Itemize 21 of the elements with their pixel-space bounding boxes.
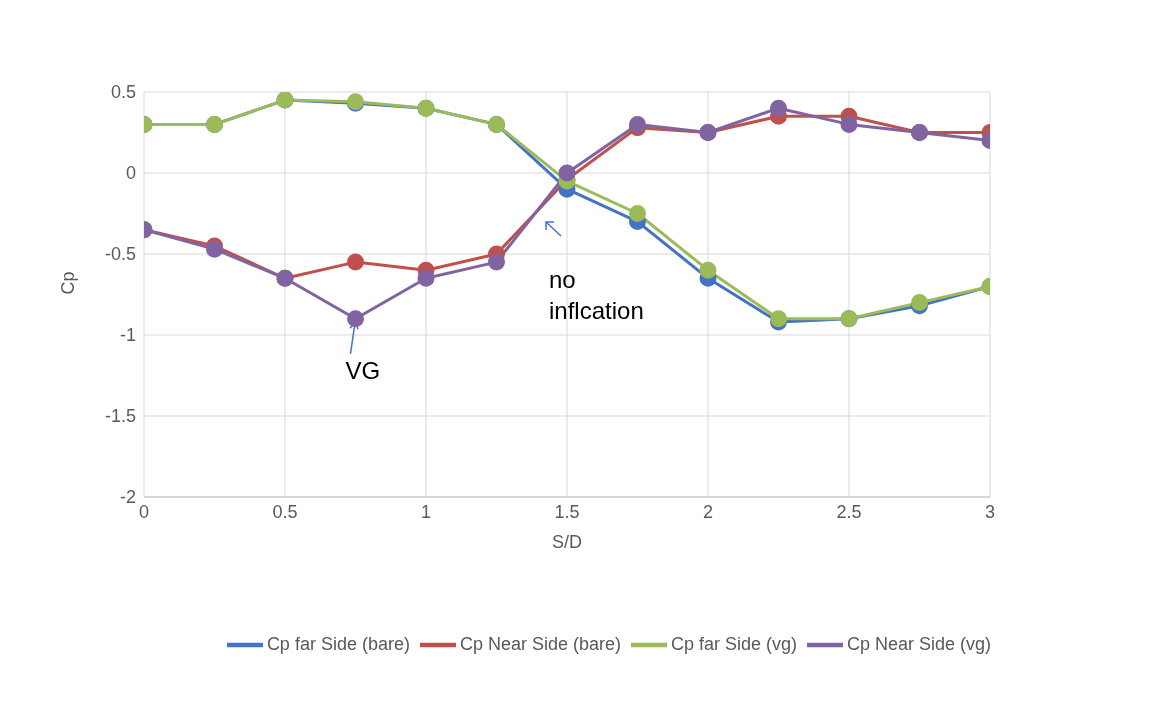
x-tick-label: 3	[984, 501, 996, 522]
x-tick-label: 2	[702, 501, 714, 522]
legend-label: Cp Near Side (vg)	[847, 633, 992, 654]
y-tick-label: 0	[125, 163, 136, 184]
legend-label: Cp Near Side (bare)	[459, 633, 622, 654]
x-tick-label: 0	[138, 501, 150, 522]
x-axis-title: S/D	[551, 531, 583, 552]
annotation: no inflcation	[549, 266, 644, 324]
annotation: VG	[345, 356, 381, 384]
x-tick-label: 0.5	[272, 501, 298, 522]
y-tick-label: -0.5	[104, 244, 136, 265]
x-tick-label: 1	[420, 501, 432, 522]
legend-label: Cp far Side (vg)	[671, 633, 798, 654]
y-tick-label: 0.5	[110, 82, 136, 103]
y-tick-label: -1.5	[104, 406, 136, 427]
y-tick-label: -1	[119, 325, 136, 346]
legend-label: Cp far Side (bare)	[266, 633, 410, 654]
x-tick-label: 1.5	[554, 501, 580, 522]
y-axis-title: Cp	[58, 271, 79, 295]
x-tick-label: 2.5	[836, 501, 862, 522]
y-tick-label: -2	[119, 487, 136, 508]
